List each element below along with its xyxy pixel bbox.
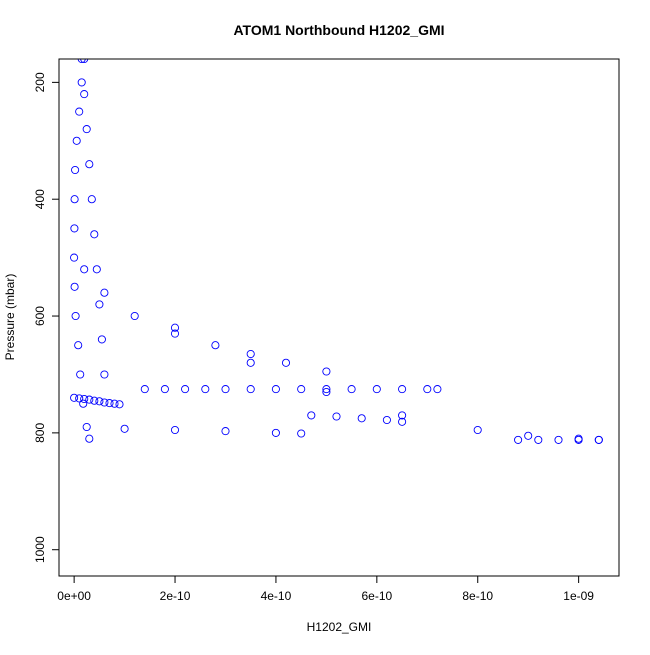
x-axis-label: H1202_GMI bbox=[307, 620, 372, 634]
data-point bbox=[398, 411, 407, 420]
data-point bbox=[160, 385, 169, 394]
data-point bbox=[85, 160, 94, 169]
data-point bbox=[398, 385, 407, 394]
data-point bbox=[115, 400, 124, 409]
data-point bbox=[75, 394, 84, 403]
data-point bbox=[271, 428, 280, 437]
data-point bbox=[271, 385, 280, 394]
data-point bbox=[140, 385, 149, 394]
data-point bbox=[297, 429, 306, 438]
data-point bbox=[246, 349, 255, 359]
data-point bbox=[246, 358, 255, 367]
data-point bbox=[433, 385, 442, 394]
x-tick-label: 4e-10 bbox=[261, 589, 292, 603]
y-tick-label: 400 bbox=[33, 189, 47, 209]
data-point bbox=[246, 385, 255, 394]
y-tick-label: 1000 bbox=[33, 536, 47, 563]
data-point bbox=[170, 323, 180, 332]
data-point bbox=[95, 300, 104, 309]
data-point bbox=[70, 282, 79, 291]
data-point bbox=[85, 395, 94, 404]
data-point bbox=[82, 422, 91, 432]
data-point bbox=[170, 329, 180, 338]
y-tick-label: 200 bbox=[33, 72, 47, 92]
data-point bbox=[95, 397, 104, 406]
chart-title: ATOM1 Northbound H1202_GMI bbox=[233, 22, 444, 38]
data-point bbox=[70, 195, 79, 204]
data-point bbox=[201, 385, 210, 394]
x-tick-label: 8e-10 bbox=[462, 589, 493, 603]
data-point bbox=[97, 335, 106, 344]
data-point bbox=[79, 399, 88, 408]
data-point bbox=[130, 311, 139, 321]
data-point bbox=[80, 265, 89, 274]
data-point bbox=[322, 385, 331, 394]
data-point bbox=[357, 414, 366, 423]
data-point bbox=[110, 399, 119, 408]
data-point bbox=[90, 230, 99, 239]
data-point bbox=[524, 431, 533, 440]
data-point bbox=[514, 435, 523, 444]
data-point bbox=[307, 411, 316, 420]
y-tick-label: 600 bbox=[33, 306, 47, 326]
data-point bbox=[100, 288, 109, 297]
data-point bbox=[74, 341, 83, 350]
data-point bbox=[221, 427, 230, 436]
data-point bbox=[221, 385, 230, 394]
data-point bbox=[332, 412, 341, 421]
data-point bbox=[76, 370, 85, 379]
data-point bbox=[92, 265, 101, 274]
data-point bbox=[473, 425, 482, 435]
plot-frame bbox=[58, 58, 620, 577]
data-point bbox=[71, 311, 80, 321]
data-point bbox=[105, 399, 114, 408]
data-point bbox=[372, 385, 381, 394]
data-point bbox=[322, 367, 331, 376]
y-tick-label: 800 bbox=[33, 423, 47, 443]
data-point bbox=[120, 424, 129, 433]
data-point bbox=[100, 370, 109, 379]
data-point bbox=[70, 253, 79, 262]
data-point bbox=[423, 385, 432, 394]
data-point bbox=[80, 394, 89, 404]
data-point bbox=[82, 125, 91, 134]
data-point bbox=[70, 224, 79, 233]
data-point bbox=[574, 435, 583, 444]
data-point bbox=[382, 415, 391, 425]
data-point bbox=[398, 417, 407, 426]
data-point bbox=[554, 435, 563, 444]
data-point bbox=[72, 136, 81, 145]
x-tick-label: 0e+00 bbox=[57, 589, 91, 603]
points-group bbox=[70, 59, 603, 444]
data-point bbox=[322, 387, 331, 397]
x-tick-label: 2e-10 bbox=[160, 589, 191, 603]
data-point bbox=[75, 107, 84, 116]
data-point bbox=[297, 385, 306, 394]
data-point bbox=[170, 425, 180, 435]
data-point bbox=[211, 341, 220, 350]
data-point bbox=[534, 435, 543, 444]
data-point bbox=[281, 358, 291, 367]
data-point bbox=[71, 165, 80, 175]
data-point bbox=[80, 90, 89, 99]
data-point bbox=[181, 385, 190, 394]
data-point bbox=[77, 78, 86, 87]
data-point bbox=[100, 398, 109, 407]
data-point bbox=[347, 385, 356, 394]
data-point bbox=[87, 195, 96, 204]
x-tick-label: 1e-09 bbox=[563, 589, 594, 603]
data-point bbox=[85, 434, 94, 443]
data-point bbox=[90, 396, 99, 405]
data-point bbox=[70, 393, 79, 402]
x-tick-label: 6e-10 bbox=[361, 589, 392, 603]
y-axis-label: Pressure (mbar) bbox=[3, 274, 17, 361]
data-point bbox=[594, 435, 603, 444]
